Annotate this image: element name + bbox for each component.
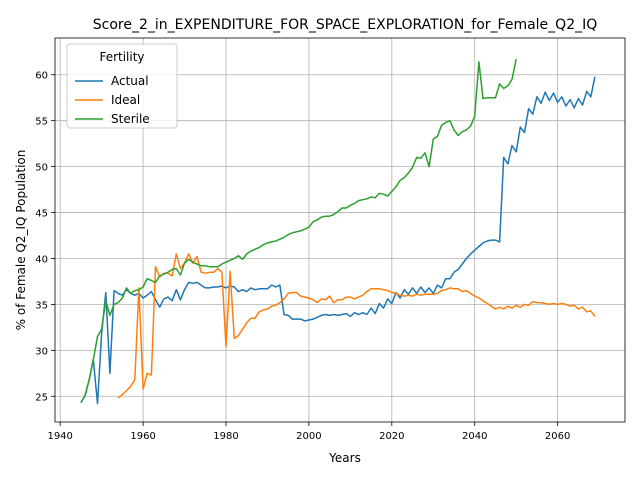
y-tick-label: 60 [35,71,48,82]
x-axis-label: Years [328,451,361,465]
y-tick-label: 40 [35,254,48,265]
x-tick-label: 1960 [130,431,155,442]
y-axis-label: % of Female Q2_IQ Population [14,150,28,331]
x-tick-label: 2000 [296,431,321,442]
y-tick-label: 50 [35,163,48,174]
y-tick-label: 45 [35,209,48,220]
y-tick-label: 25 [35,392,48,403]
x-tick-label: 2040 [462,431,487,442]
legend-label-actual: Actual [111,74,149,88]
y-tick-label: 55 [35,117,48,128]
series-line-sterile [80,58,517,404]
x-tick-label: 1940 [47,431,72,442]
legend-label-sterile: Sterile [111,112,150,126]
legend-title: Fertility [99,50,144,64]
series-line-ideal [117,253,596,399]
x-tick-label: 1980 [213,431,238,442]
legend-label-ideal: Ideal [111,93,140,107]
series-line-actual [80,76,596,405]
x-tick-label: 2020 [379,431,404,442]
y-tick-label: 30 [35,346,48,357]
axes-frame [54,37,626,423]
legend: Fertility Actual Ideal Sterile [66,43,178,129]
x-tick-label: 2060 [545,431,570,442]
legend-box [66,43,178,129]
y-tick-label: 35 [35,300,48,311]
plot-area: 1940 1960 1980 2000 2020 2040 2060 25 30 35 40 45 50… [35,37,626,442]
chart-title: Score_2_in_EXPENDITURE_FOR_SPACE_EXPLORA… [93,17,598,33]
